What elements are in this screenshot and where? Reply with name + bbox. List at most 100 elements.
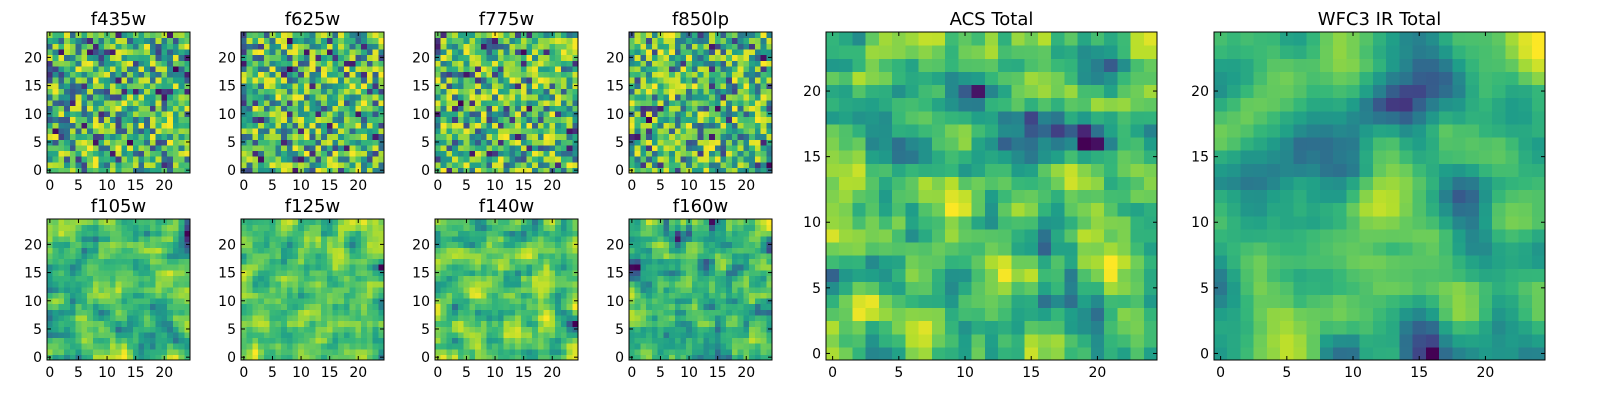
heatmap-cell bbox=[127, 116, 134, 123]
heatmap-cell bbox=[663, 60, 670, 67]
heatmap-cell bbox=[629, 314, 636, 322]
heatmap-cell bbox=[269, 127, 276, 135]
heatmap-cell bbox=[709, 60, 716, 67]
heatmap-cell bbox=[766, 303, 773, 310]
heatmap-cell bbox=[127, 337, 134, 344]
heatmap-cell bbox=[281, 269, 288, 276]
heatmap-cell bbox=[440, 326, 448, 333]
heatmap-cell bbox=[766, 88, 773, 95]
heatmap-cell bbox=[332, 105, 339, 112]
heatmap-cell bbox=[343, 337, 351, 344]
heatmap-cell bbox=[657, 99, 664, 106]
heatmap-cell bbox=[452, 156, 459, 163]
heatmap-cell bbox=[263, 286, 271, 293]
heatmap-cell bbox=[720, 82, 727, 89]
heatmap-cell bbox=[167, 241, 174, 248]
heatmap-cell bbox=[47, 77, 54, 84]
heatmap-cell bbox=[446, 133, 453, 140]
heatmap-cell bbox=[457, 269, 465, 276]
heatmap-cell bbox=[726, 314, 733, 322]
heatmap-cell bbox=[543, 320, 550, 327]
heatmap-cell bbox=[332, 269, 339, 276]
heatmap-cell bbox=[714, 43, 722, 50]
heatmap-cell bbox=[109, 161, 117, 168]
heatmap-cell bbox=[703, 292, 710, 299]
heatmap-cell bbox=[697, 88, 704, 95]
heatmap-cell bbox=[64, 281, 71, 288]
heatmap-cell bbox=[246, 264, 254, 271]
heatmap-cells bbox=[629, 219, 773, 361]
heatmap-cell bbox=[674, 309, 682, 316]
heatmap-cell bbox=[537, 337, 545, 344]
heatmap-cell bbox=[378, 71, 385, 78]
heatmap-cell bbox=[258, 275, 265, 282]
heatmap-cell bbox=[184, 48, 191, 56]
heatmap-cell bbox=[760, 32, 767, 39]
heatmap-cell bbox=[663, 99, 670, 106]
heatmap-cell bbox=[720, 167, 727, 174]
heatmap-cell bbox=[691, 43, 699, 50]
heatmap-cell bbox=[286, 348, 294, 355]
heatmap-cell bbox=[309, 354, 316, 361]
heatmap-cell bbox=[697, 139, 704, 146]
heatmap-cell bbox=[549, 94, 556, 101]
heatmap-cell bbox=[121, 150, 128, 157]
heatmap-cell bbox=[184, 348, 191, 355]
heatmap-cell bbox=[303, 343, 311, 350]
heatmap-cell bbox=[47, 60, 54, 67]
heatmap-cell bbox=[526, 219, 533, 226]
heatmap-cell bbox=[281, 60, 288, 67]
heatmap-cell bbox=[87, 326, 94, 333]
heatmap-cell bbox=[241, 48, 248, 56]
heatmap-cell bbox=[263, 116, 271, 123]
heatmap-cell bbox=[543, 303, 550, 310]
heatmap-cell bbox=[343, 241, 351, 248]
heatmap-cell bbox=[104, 297, 111, 305]
heatmap-cell bbox=[469, 127, 476, 135]
heatmap-cell bbox=[566, 88, 573, 95]
heatmap-cell bbox=[172, 348, 180, 355]
heatmap-cell bbox=[754, 167, 762, 174]
heatmap-cell bbox=[697, 60, 704, 67]
heatmap-cell bbox=[560, 343, 568, 350]
heatmap-cell bbox=[503, 235, 510, 243]
heatmap-cell bbox=[155, 314, 162, 322]
heatmap-cell bbox=[47, 150, 54, 157]
heatmap-cell bbox=[509, 122, 516, 129]
axes-frame bbox=[434, 31, 579, 174]
heatmap-cell bbox=[697, 297, 704, 305]
heatmap-cell bbox=[184, 65, 191, 73]
heatmap-cell bbox=[343, 94, 351, 101]
heatmap-cell bbox=[731, 286, 739, 293]
heatmap-cell bbox=[321, 297, 328, 305]
heatmap-cell bbox=[138, 54, 145, 61]
heatmap-cell bbox=[75, 60, 82, 67]
heatmap-cell bbox=[440, 37, 448, 44]
heatmap-cell bbox=[463, 275, 470, 282]
heatmap-cell bbox=[332, 354, 339, 361]
heatmap-cell bbox=[372, 331, 379, 339]
heatmap-cell bbox=[457, 337, 465, 344]
heatmap-cell bbox=[526, 88, 533, 95]
heatmap-cell bbox=[446, 224, 453, 231]
heatmap-cell bbox=[303, 37, 311, 44]
heatmap-cell bbox=[64, 37, 71, 44]
heatmap-cell bbox=[184, 161, 191, 168]
heatmap-cell bbox=[726, 281, 733, 288]
heatmap-cell bbox=[355, 139, 362, 146]
heatmap-cell bbox=[298, 60, 305, 67]
heatmap-cell bbox=[640, 127, 647, 135]
heatmap-cell bbox=[646, 99, 653, 106]
heatmap-cell bbox=[167, 264, 174, 271]
heatmap-cell bbox=[366, 297, 374, 305]
heatmap-cell bbox=[275, 133, 282, 140]
heatmap-cell bbox=[549, 264, 556, 271]
heatmap-cell bbox=[440, 156, 448, 163]
heatmap-cell bbox=[549, 303, 556, 310]
heatmap-cell bbox=[315, 219, 322, 226]
heatmap-cell bbox=[275, 71, 282, 78]
heatmap-cell bbox=[674, 77, 682, 84]
heatmap-cell bbox=[440, 241, 448, 248]
heatmap-cell bbox=[509, 48, 516, 56]
heatmap-cell bbox=[515, 133, 522, 140]
